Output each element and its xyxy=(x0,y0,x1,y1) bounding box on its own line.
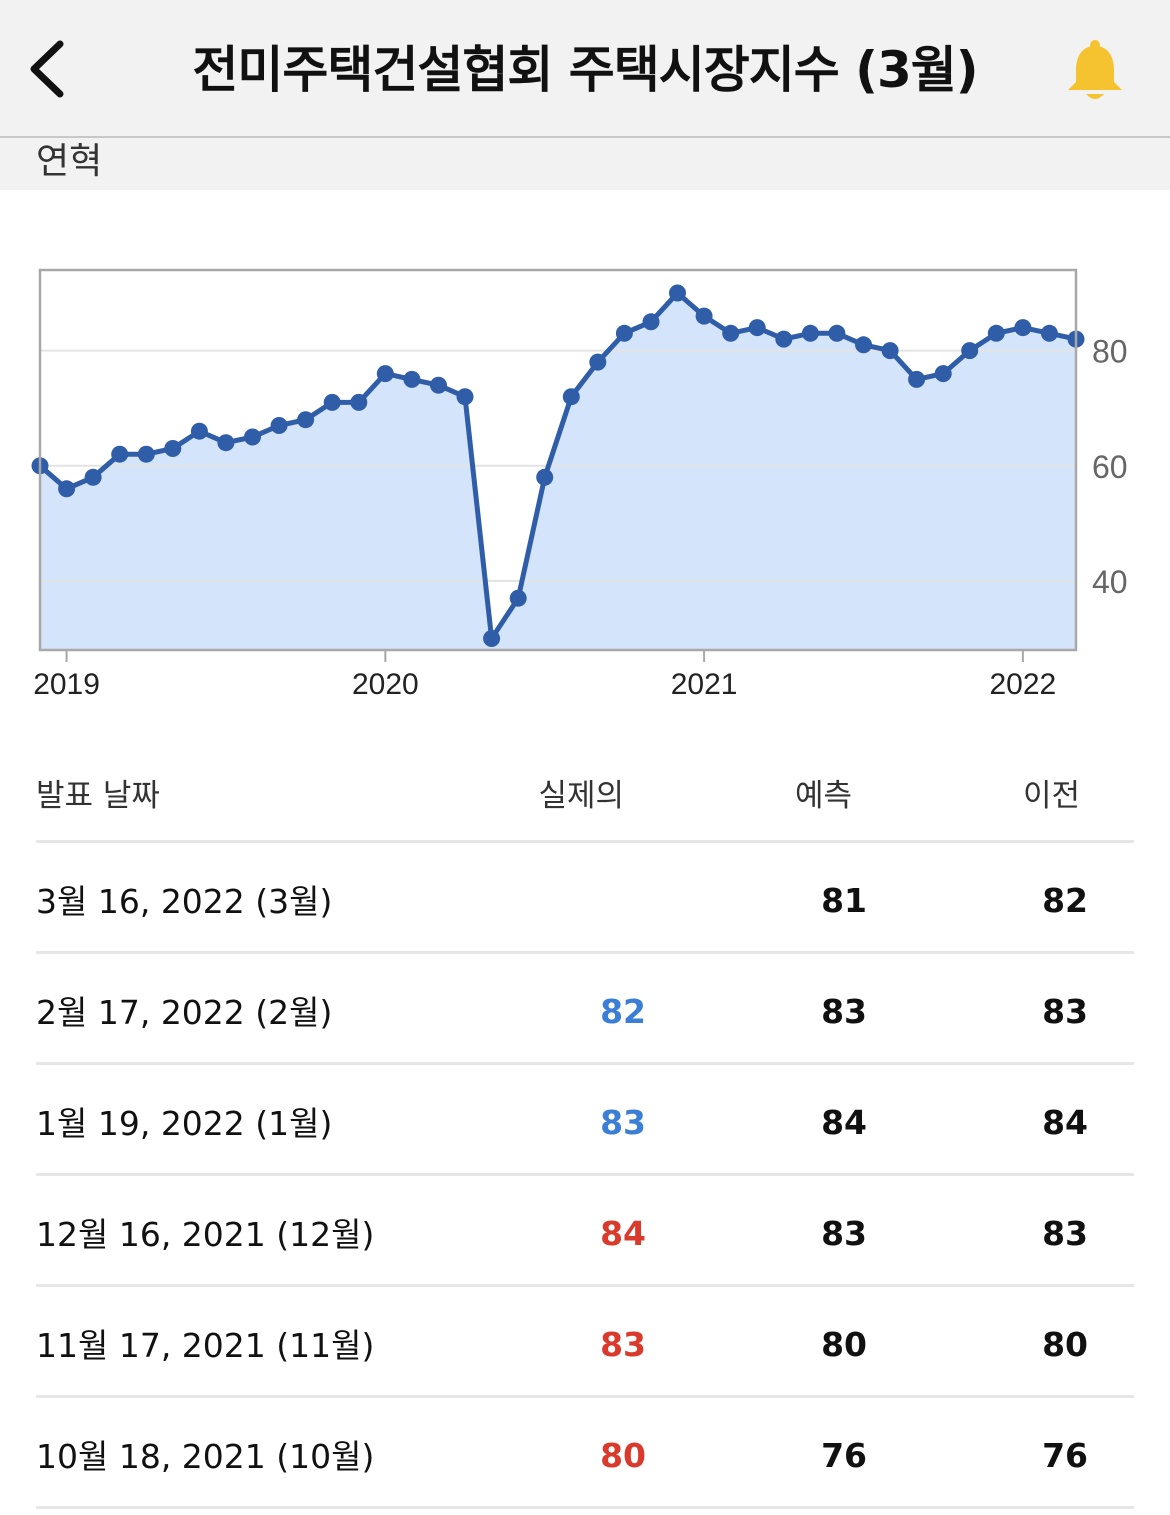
y-tick-label: 60 xyxy=(1092,449,1128,485)
data-point xyxy=(430,376,447,394)
forecast-value: 80 xyxy=(821,1325,867,1364)
data-point xyxy=(828,324,846,342)
previous-value: 82 xyxy=(1042,881,1088,920)
table-row: 1월 19, 2022 (1월) 83 84 84 xyxy=(36,1065,1134,1176)
data-point xyxy=(881,342,899,360)
x-tick-label: 2019 xyxy=(33,668,100,701)
actual-value: 82 xyxy=(600,992,646,1031)
release-date: 12월 16, 2021 (12월) xyxy=(36,1215,375,1254)
history-section-bar: 연혁 xyxy=(0,138,1170,190)
release-date: 1월 19, 2022 (1월) xyxy=(36,1104,333,1143)
previous-value: 83 xyxy=(1042,1214,1088,1253)
release-date: 10월 18, 2021 (10월) xyxy=(36,1437,375,1476)
forecast-value: 81 xyxy=(821,881,867,920)
actual-value: 83 xyxy=(600,1325,646,1364)
release-date: 11월 17, 2021 (11월) xyxy=(36,1326,375,1365)
back-button[interactable] xyxy=(22,36,82,102)
data-point xyxy=(1040,324,1058,342)
data-point xyxy=(509,589,527,607)
data-point xyxy=(244,428,261,446)
actual-value: 80 xyxy=(600,1436,646,1475)
app-header: 전미주택건설협회 주택시장지수 (3월) xyxy=(0,0,1170,138)
release-date: 2월 17, 2022 (2월) xyxy=(36,993,333,1032)
column-header-forecast: 예측 xyxy=(794,778,852,814)
data-point xyxy=(669,284,686,302)
previous-value: 80 xyxy=(1042,1325,1088,1364)
previous-value: 84 xyxy=(1042,1103,1088,1142)
data-point xyxy=(137,445,155,463)
forecast-value: 84 xyxy=(821,1103,867,1142)
x-tick-label: 2021 xyxy=(671,668,738,701)
x-tick-label: 2022 xyxy=(989,668,1056,701)
column-header-previous: 이전 xyxy=(1022,778,1080,814)
plot-border xyxy=(38,268,1078,652)
column-header-actual: 실제의 xyxy=(538,778,624,814)
table-row: 12월 16, 2021 (12월) 84 83 83 xyxy=(36,1176,1134,1287)
data-point xyxy=(190,422,208,440)
y-tick-label: 40 xyxy=(1092,564,1128,600)
data-point xyxy=(483,630,501,647)
data-point xyxy=(536,468,554,486)
data-point xyxy=(855,336,872,354)
data-point xyxy=(642,313,660,331)
data-point xyxy=(987,324,1005,342)
data-point xyxy=(801,324,819,342)
data-point xyxy=(722,324,740,342)
previous-value: 76 xyxy=(1042,1436,1088,1475)
data-point xyxy=(456,388,474,406)
page-title: 전미주택건설협회 주택시장지수 (3월) xyxy=(192,41,978,99)
data-point xyxy=(1014,319,1032,337)
forecast-value: 76 xyxy=(821,1436,867,1475)
data-point xyxy=(615,324,633,342)
data-point xyxy=(775,330,793,348)
column-header-date: 발표 날짜 xyxy=(36,778,160,814)
table-row: 11월 17, 2021 (11월) 83 80 80 xyxy=(36,1287,1134,1398)
forecast-value: 83 xyxy=(821,1214,867,1253)
previous-value: 83 xyxy=(1042,992,1088,1031)
release-table: 발표 날짜 실제의 예측 이전 3월 16, 2022 (3월) 81 82 2월 1… xyxy=(36,740,1134,1509)
data-point xyxy=(934,365,952,383)
data-point xyxy=(58,480,76,498)
data-point xyxy=(323,393,341,411)
data-point xyxy=(403,370,421,388)
data-point xyxy=(695,307,713,325)
data-point xyxy=(748,319,766,337)
data-point xyxy=(164,440,182,457)
y-tick-label: 80 xyxy=(1092,334,1128,370)
history-label: 연혁 xyxy=(36,141,103,182)
data-point xyxy=(270,417,288,434)
actual-value: 83 xyxy=(600,1103,646,1142)
table-row: 3월 16, 2022 (3월) 81 82 xyxy=(36,843,1134,954)
data-point xyxy=(111,445,129,463)
data-point xyxy=(217,434,235,452)
table-row: 2월 17, 2022 (2월) 82 83 83 xyxy=(36,954,1134,1065)
x-tick-label: 2020 xyxy=(352,668,419,701)
table-row: 10월 18, 2021 (10월) 80 76 76 xyxy=(36,1398,1134,1509)
table-header: 발표 날짜 실제의 예측 이전 xyxy=(36,740,1134,843)
data-point xyxy=(589,353,607,371)
forecast-value: 83 xyxy=(821,992,867,1031)
data-point xyxy=(908,370,926,388)
data-point xyxy=(562,388,580,406)
area-fill xyxy=(40,293,1076,650)
data-point xyxy=(350,393,368,411)
actual-value: 84 xyxy=(600,1214,646,1253)
release-date: 3월 16, 2022 (3월) xyxy=(36,882,333,921)
alert-button[interactable] xyxy=(1064,38,1126,104)
data-point xyxy=(84,468,102,486)
chevron-left-icon xyxy=(30,40,64,98)
data-point xyxy=(376,365,394,383)
history-chart: 40 60 80 2019 2020 2021 2022 xyxy=(31,268,1128,701)
bell-icon xyxy=(1068,40,1122,99)
data-point xyxy=(961,342,979,360)
series-line xyxy=(38,290,1077,641)
data-point xyxy=(297,411,315,429)
